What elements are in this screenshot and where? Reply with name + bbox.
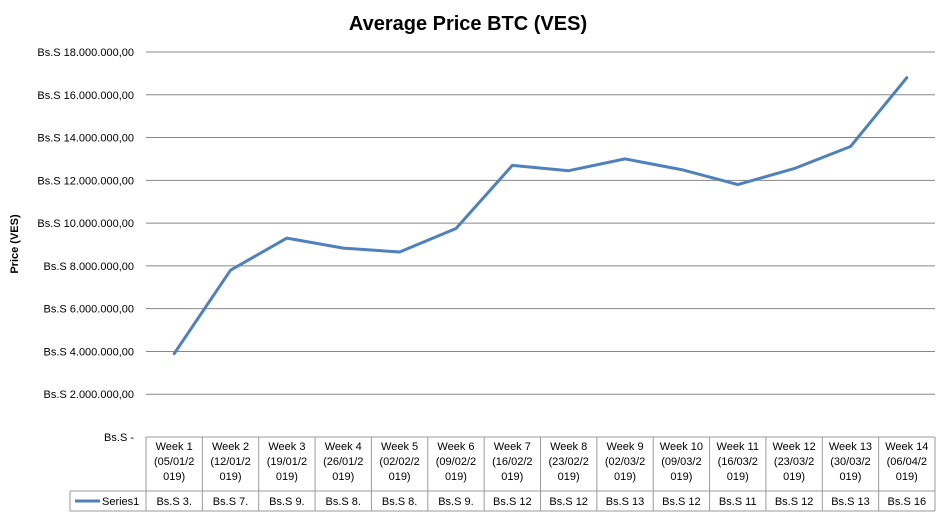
x-tick-label: (19/01/2 [267, 456, 307, 468]
table-cell-value: Bs.S 9. [438, 496, 473, 508]
x-tick-label: Week 1 [156, 441, 193, 453]
x-tick-label: (02/03/2 [605, 456, 645, 468]
x-tick-label: 019) [501, 471, 523, 483]
series-line [172, 76, 909, 356]
x-tick-label: (23/02/2 [548, 456, 588, 468]
x-tick-label: (16/03/2 [718, 456, 758, 468]
table-cell-value: Bs.S 13 [831, 496, 870, 508]
x-tick-label: (05/01/2 [154, 456, 194, 468]
table-cell-value: Bs.S 16 [888, 496, 927, 508]
x-tick-label: (30/03/2 [830, 456, 870, 468]
gridlines [146, 51, 935, 395]
x-tick-label: Week 9 [606, 441, 643, 453]
y-tick-label: Bs.S 8.000.000,00 [43, 261, 134, 273]
x-tick-label: (02/02/2 [379, 456, 419, 468]
x-tick-label: 019) [389, 471, 411, 483]
table-cell-value: Bs.S 9. [269, 496, 304, 508]
x-tick-label: Week 14 [885, 441, 928, 453]
x-tick-label: (09/02/2 [436, 456, 476, 468]
y-axis-ticks: Bs.S - Bs.S 2.000.000,00 Bs.S 4.000.000,00… [37, 47, 134, 444]
x-tick-label: Week 8 [550, 441, 587, 453]
series-lines [172, 76, 909, 356]
table-cell-value: Bs.S 7. [213, 496, 248, 508]
x-tick-label: Week 13 [829, 441, 872, 453]
x-tick-label: Week 11 [717, 441, 759, 453]
x-tick-label: (09/03/2 [661, 456, 701, 468]
y-tick-label: Bs.S 2.000.000,00 [43, 389, 134, 401]
x-tick-label: Week 7 [494, 441, 531, 453]
y-tick-label: Bs.S 12.000.000,00 [37, 175, 134, 187]
x-tick-label: 019) [839, 471, 861, 483]
x-tick-label: Week 2 [212, 441, 249, 453]
table-cell-value: Bs.S 12 [549, 496, 588, 508]
x-tick-label: (26/01/2 [323, 456, 363, 468]
y-tick-label: Bs.S 10.000.000,00 [37, 218, 134, 230]
x-tick-label: (23/03/2 [774, 456, 814, 468]
data-table: Week 1 (05/01/2 019) Week 2 (12/01/2 019) Week… [69, 436, 936, 512]
x-tick-label: 019) [727, 471, 749, 483]
x-tick-label: (12/01/2 [210, 456, 250, 468]
x-tick-label: 019) [896, 471, 918, 483]
y-tick-label: Bs.S - [104, 432, 134, 444]
x-tick-label: Week 5 [381, 441, 418, 453]
y-tick-label: Bs.S 4.000.000,00 [43, 346, 134, 358]
x-tick-label: 019) [783, 471, 805, 483]
x-tick-label: 019) [445, 471, 467, 483]
x-tick-label: Week 6 [437, 441, 474, 453]
table-cell-value: Bs.S 11 [719, 496, 757, 508]
table-cell-value: Bs.S 3. [156, 496, 191, 508]
y-tick-label: Bs.S 14.000.000,00 [37, 133, 134, 145]
x-tick-label: 019) [332, 471, 354, 483]
table-cell-value: Bs.S 12 [493, 496, 532, 508]
x-tick-label: 019) [614, 471, 636, 483]
x-tick-label: Week 3 [268, 441, 305, 453]
table-cell-value: Bs.S 12 [662, 496, 701, 508]
table-cell-value: Bs.S 13 [606, 496, 645, 508]
x-tick-label: (06/04/2 [887, 456, 927, 468]
y-tick-label: Bs.S 6.000.000,00 [43, 304, 134, 316]
table-cell-value: Bs.S 12 [775, 496, 814, 508]
x-tick-label: Week 10 [660, 441, 703, 453]
table-cell-value: Bs.S 8. [382, 496, 417, 508]
y-tick-label: Bs.S 18.000.000,00 [37, 47, 134, 59]
x-tick-label: 019) [276, 471, 298, 483]
x-tick-label: 019) [670, 471, 692, 483]
chart-title: Average Price BTC (VES) [349, 13, 587, 35]
x-tick-label: (16/02/2 [492, 456, 532, 468]
y-axis-label: Price (VES) [9, 214, 21, 274]
legend-series-name: Series1 [102, 496, 139, 508]
x-tick-label: 019) [163, 471, 185, 483]
x-tick-label: Week 12 [772, 441, 815, 453]
y-tick-label: Bs.S 16.000.000,00 [37, 90, 134, 102]
x-tick-label: 019) [220, 471, 242, 483]
x-tick-label: Week 4 [325, 441, 362, 453]
table-cell-value: Bs.S 8. [326, 496, 361, 508]
x-tick-label: 019) [558, 471, 580, 483]
